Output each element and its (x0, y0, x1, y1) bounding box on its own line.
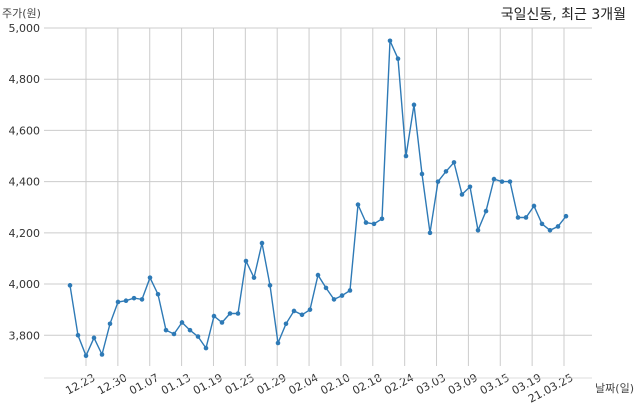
data-point (219, 320, 225, 325)
y-tick-label: 4,400 (9, 176, 41, 189)
x-tick-label: 12.30 (95, 371, 129, 397)
data-point (459, 192, 465, 197)
x-tick-label: 02.24 (382, 371, 416, 397)
data-point (467, 184, 473, 190)
x-tick-label: 02.10 (318, 371, 352, 397)
data-point (211, 313, 217, 319)
x-tick-label: 03.09 (446, 371, 480, 397)
data-point (259, 240, 265, 246)
data-point (131, 295, 137, 301)
data-point (379, 216, 385, 222)
data-point (107, 321, 113, 327)
data-point (163, 327, 169, 333)
data-point (443, 169, 449, 174)
data-point (363, 220, 369, 225)
data-point (243, 258, 249, 264)
data-point (507, 179, 513, 184)
data-point (331, 297, 337, 302)
data-point (323, 285, 329, 291)
data-point (251, 275, 257, 280)
x-tick-label: 03.15 (478, 371, 512, 397)
data-point (419, 171, 425, 177)
x-tick-label: 02.18 (350, 371, 384, 397)
data-point (371, 221, 377, 227)
data-point (227, 311, 233, 316)
data-point (187, 327, 193, 333)
x-tick-label: 01.29 (255, 371, 289, 397)
data-point (171, 331, 177, 337)
data-point (451, 160, 457, 165)
data-point (555, 224, 561, 229)
data-point (435, 179, 441, 184)
data-point (195, 334, 201, 339)
data-point (91, 335, 97, 341)
x-tick-label: 12.23 (63, 371, 97, 397)
data-point (291, 308, 297, 314)
data-point (203, 345, 209, 351)
x-tick-label: 01.07 (127, 371, 161, 397)
x-tick-label: 01.13 (159, 371, 193, 397)
data-point (427, 230, 433, 236)
data-point (515, 215, 521, 220)
y-tick-label: 4,800 (9, 73, 41, 86)
data-point (411, 102, 417, 108)
data-point (355, 202, 361, 207)
data-point (523, 215, 529, 220)
y-tick-label: 4,000 (9, 278, 41, 291)
data-point (307, 307, 313, 312)
data-point (139, 297, 145, 302)
data-point (563, 213, 569, 219)
data-point (115, 299, 121, 305)
data-point (75, 332, 81, 338)
x-tick-label: 01.25 (223, 371, 257, 397)
data-point (123, 298, 129, 304)
data-point (347, 288, 353, 293)
data-point (403, 153, 409, 159)
data-point (299, 312, 305, 318)
series-line (69, 40, 567, 358)
data-point (387, 38, 393, 44)
data-point (531, 203, 537, 209)
data-point (83, 353, 89, 359)
x-axis-label: 날짜(일) (595, 382, 634, 395)
data-point (547, 227, 553, 233)
data-point (483, 208, 489, 214)
data-point (179, 320, 185, 325)
y-tick-label: 5,000 (9, 22, 41, 35)
data-point (267, 283, 273, 288)
data-point (147, 275, 153, 280)
data-point (475, 227, 481, 233)
data-point (315, 272, 321, 278)
chart-title: 국일신동, 최근 3개월 (500, 7, 626, 23)
data-point (235, 311, 241, 316)
y-tick-label: 4,200 (9, 227, 41, 240)
x-tick-label: 02.04 (287, 371, 321, 397)
y-axis-label: 주가(원) (2, 7, 41, 20)
data-point (155, 292, 161, 297)
data-point (395, 56, 401, 62)
data-point (339, 293, 345, 298)
x-tick-label: 03.03 (414, 371, 448, 397)
data-point (275, 340, 281, 346)
x-tick-label: 01.19 (191, 371, 225, 397)
y-tick-label: 4,600 (9, 124, 41, 137)
data-point (491, 176, 497, 182)
data-point (499, 179, 505, 184)
data-point (283, 321, 289, 327)
data-point (67, 283, 73, 288)
data-point (99, 352, 105, 357)
data-point (539, 221, 545, 227)
y-tick-label: 3,800 (9, 329, 41, 342)
